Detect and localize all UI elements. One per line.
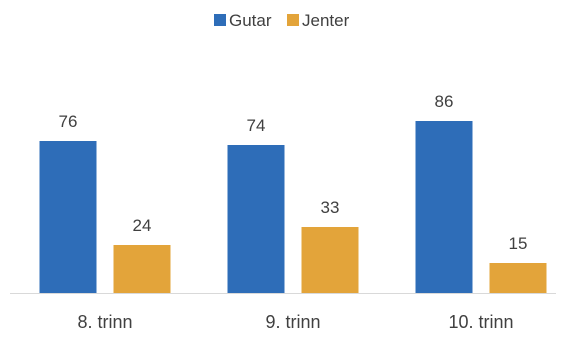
data-label-gutar-3: 86 xyxy=(435,92,454,111)
category-label-1: 8. trinn xyxy=(77,312,132,332)
legend: Gutar Jenter xyxy=(214,11,350,30)
bar-gutar-2 xyxy=(227,145,285,293)
data-label-gutar-2: 74 xyxy=(247,116,266,135)
category-labels-group: 8. trinn 9. trinn 10. trinn xyxy=(77,312,513,332)
bar-jenter-3 xyxy=(489,263,547,293)
category-label-2: 9. trinn xyxy=(265,312,320,332)
category-label-3: 10. trinn xyxy=(448,312,513,332)
data-label-jenter-2: 33 xyxy=(321,198,340,217)
data-label-jenter-3: 15 xyxy=(509,234,528,253)
data-labels-group: 76 74 86 24 33 15 xyxy=(59,92,528,253)
bars-group xyxy=(39,121,547,293)
legend-label-jenter: Jenter xyxy=(302,11,350,30)
bar-gutar-1 xyxy=(39,141,97,293)
legend-swatch-jenter xyxy=(287,14,299,26)
bar-jenter-1 xyxy=(113,245,171,293)
legend-label-gutar: Gutar xyxy=(229,11,272,30)
bar-jenter-2 xyxy=(301,227,359,293)
legend-swatch-gutar xyxy=(214,14,226,26)
bar-gutar-3 xyxy=(415,121,473,293)
data-label-jenter-1: 24 xyxy=(133,216,152,235)
data-label-gutar-1: 76 xyxy=(59,112,78,131)
